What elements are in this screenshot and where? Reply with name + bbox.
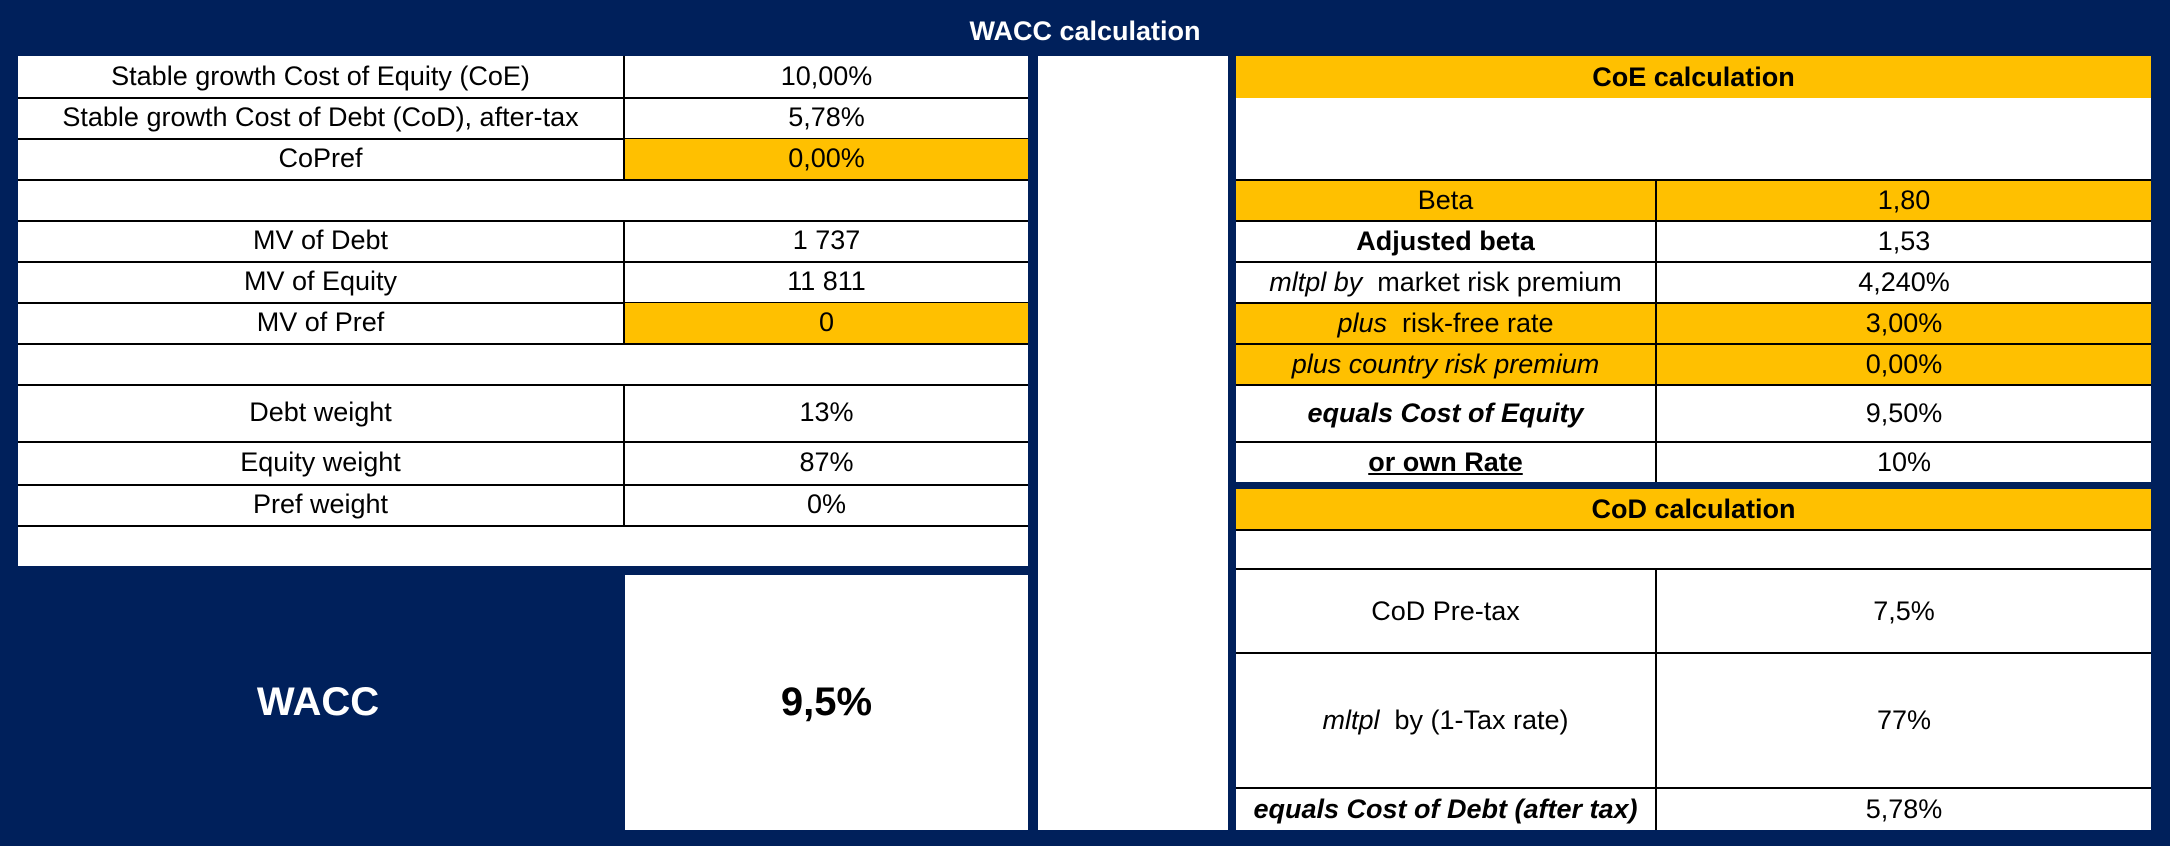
debt-weight-label: Debt weight <box>249 397 392 427</box>
equity-weight-label: Equity weight <box>240 447 401 477</box>
wacc-value: 9,5% <box>780 680 873 724</box>
left-column-divider-3 <box>623 384 625 526</box>
equity-weight-value: 87% <box>799 447 854 477</box>
row-line <box>1236 441 2151 443</box>
wacc-value-box <box>625 575 1028 830</box>
mrp-label: mltpl by market risk premium <box>1236 262 1655 302</box>
wacc-label: WACC <box>256 680 380 724</box>
pref-weight-label: Pref weight <box>252 489 389 519</box>
coe-result-value: 9,50% <box>1865 397 1943 428</box>
row-line <box>18 484 1028 486</box>
crp-label: plus country risk premium <box>1291 348 1600 379</box>
coe-header-bg <box>1236 56 2151 98</box>
mv-equity-value: 11 811 <box>787 266 866 296</box>
cod-label: Stable growth Cost of Debt (CoD), after-… <box>62 102 579 132</box>
rfr-text: risk-free rate <box>1402 307 1554 338</box>
beta-label: Beta <box>1417 184 1474 215</box>
coe-label: Stable growth Cost of Equity (CoE) <box>111 61 530 91</box>
row-line <box>18 441 1028 443</box>
left-column-divider-2 <box>623 220 625 344</box>
cod-result-value: 5,78% <box>1865 794 1943 824</box>
rfr-value: 3,00% <box>1865 307 1943 338</box>
coe-column-divider <box>1655 180 1657 482</box>
cod-column-divider <box>1655 568 1657 830</box>
row-line <box>18 261 1028 263</box>
beta-row-bg <box>1236 180 2151 221</box>
adjusted-beta-value: 1,53 <box>1877 225 1931 256</box>
pref-weight-value: 0% <box>806 489 847 519</box>
mrp-value: 4,240% <box>1858 266 1950 297</box>
row-line <box>1236 302 2151 304</box>
row-line <box>1236 179 2151 181</box>
mv-debt-value: 1 737 <box>792 225 861 255</box>
rfr-row-bg <box>1236 303 2151 344</box>
cod-header-bg <box>1236 489 2151 529</box>
coe-header: CoE calculation <box>1592 61 1795 92</box>
cod-header: CoD calculation <box>1591 493 1796 524</box>
mv-pref-value: 0 <box>818 307 835 337</box>
row-line <box>18 220 1028 222</box>
mrp-prefix: mltpl by <box>1269 266 1363 297</box>
tax-value: 77% <box>1876 705 1932 735</box>
row-line <box>1236 568 2151 570</box>
copref-highlight <box>625 139 1028 179</box>
cod-result-label: equals Cost of Debt (after tax) <box>1253 794 1638 824</box>
cod-value: 5,78% <box>788 102 865 132</box>
mv-pref-highlight <box>625 303 1028 343</box>
cod-pretax-value: 7,5% <box>1873 595 1935 626</box>
rfr-label: plus risk-free rate <box>1236 303 1655 343</box>
beta-value: 1,80 <box>1877 184 1931 215</box>
mv-pref-label: MV of Pref <box>256 307 385 337</box>
row-line <box>18 138 1028 140</box>
row-line <box>18 384 1028 386</box>
row-line <box>1236 343 2151 345</box>
row-line <box>1236 787 2151 789</box>
tax-label: mltpl by (1-Tax rate) <box>1236 654 1655 787</box>
mrp-text: market risk premium <box>1377 266 1622 297</box>
debt-weight-value: 13% <box>799 397 854 427</box>
tax-prefix: mltpl <box>1322 705 1380 735</box>
tax-text: by (1-Tax rate) <box>1394 705 1569 735</box>
row-line <box>1236 220 2151 222</box>
row-line <box>18 179 1028 181</box>
coe-result-label: equals Cost of Equity <box>1307 397 1584 428</box>
mv-debt-label: MV of Debt <box>252 225 389 255</box>
row-line <box>1236 261 2151 263</box>
copref-label: CoPref <box>278 143 363 173</box>
section-separator <box>1236 482 2151 489</box>
sheet-title: WACC calculation <box>969 15 1201 46</box>
own-rate-value: 10% <box>1876 446 1932 477</box>
rfr-prefix: plus <box>1337 307 1387 338</box>
spacer-column <box>1038 56 1228 830</box>
cod-pretax-label: CoD Pre-tax <box>1371 595 1520 626</box>
row-line <box>1236 652 2151 654</box>
mv-equity-label: MV of Equity <box>243 266 398 296</box>
row-line <box>18 343 1028 345</box>
copref-value: 0,00% <box>788 143 865 173</box>
row-line <box>1236 529 2151 531</box>
crp-value: 0,00% <box>1865 348 1943 379</box>
adjusted-beta-label: Adjusted beta <box>1356 225 1535 256</box>
row-line <box>18 525 1028 527</box>
row-line <box>18 97 1028 99</box>
own-rate-label: or own Rate <box>1368 446 1523 477</box>
crp-row-bg <box>1236 344 2151 385</box>
left-column-divider <box>623 56 625 180</box>
row-line <box>1236 384 2151 386</box>
row-line <box>18 302 1028 304</box>
coe-value: 10,00% <box>780 61 873 91</box>
